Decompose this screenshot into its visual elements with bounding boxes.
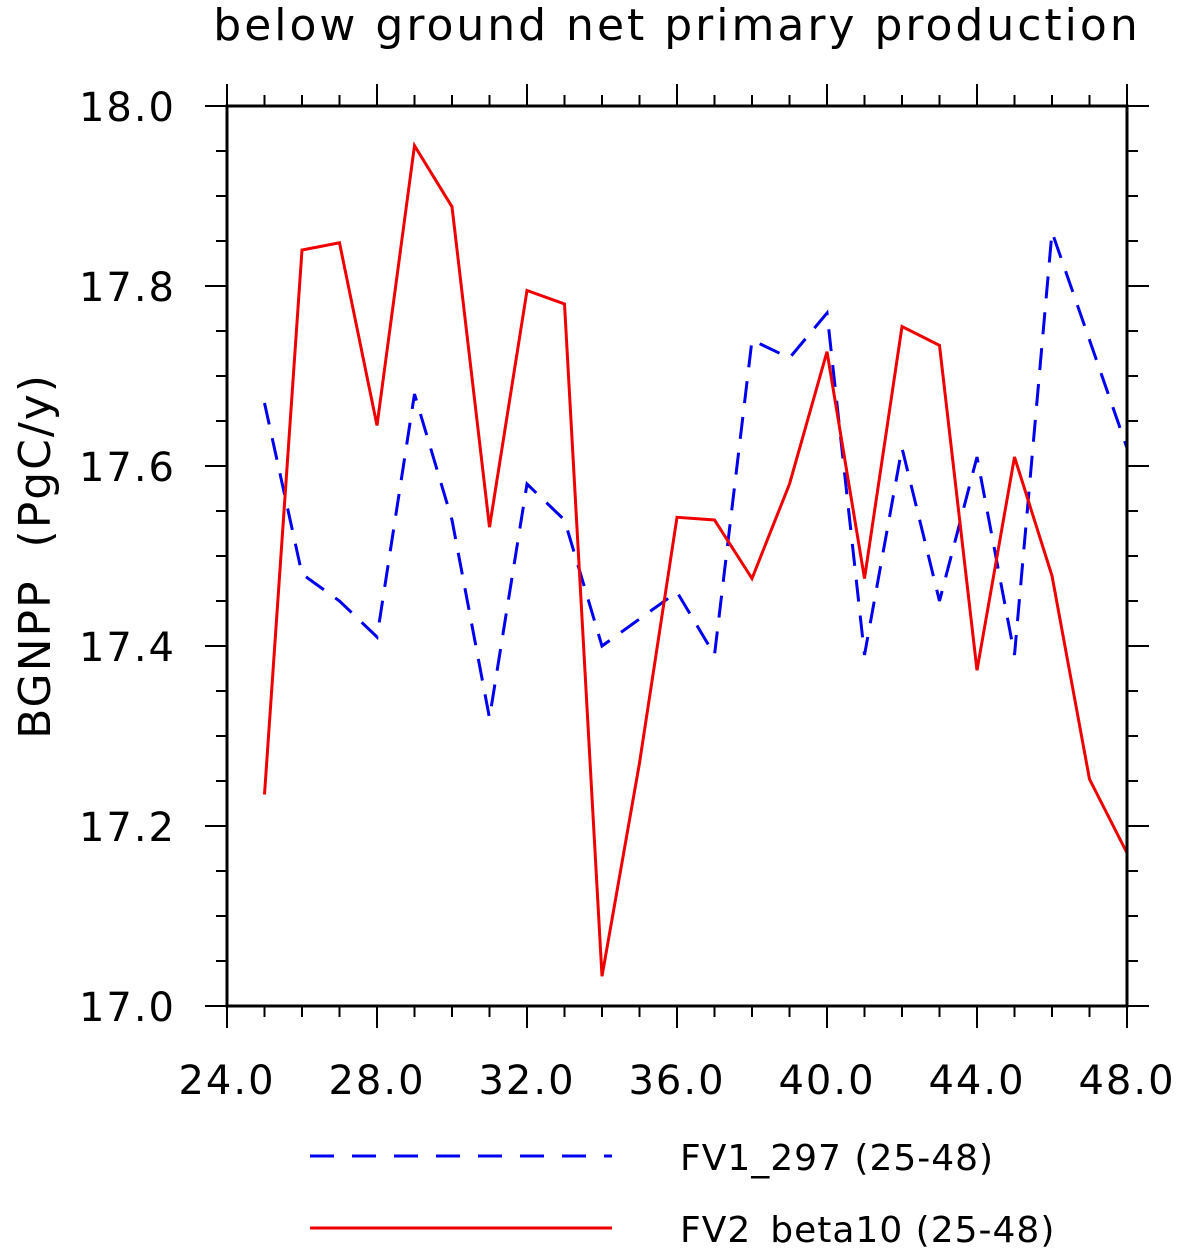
x-tick-label: 40.0 <box>778 1058 875 1104</box>
series-line-1 <box>263 231 1129 719</box>
y-tick-label: 17.4 <box>79 625 176 671</box>
x-tick-label: 48.0 <box>1078 1058 1175 1104</box>
tick-marks <box>205 84 1149 1028</box>
tick-labels: 24.0 28.0 32.0 36.0 40.0 44.0 48.0 17.0 17.2 17.4… <box>79 85 1175 1104</box>
legend: FV1_297 (25-48) FV2_beta10 (25-48) <box>310 1138 1055 1248</box>
x-tick-label: 44.0 <box>928 1058 1025 1104</box>
y-tick-label: 17.0 <box>79 985 176 1031</box>
y-tick-label: 17.8 <box>79 265 176 311</box>
x-tick-label: 32.0 <box>478 1058 575 1104</box>
series-lines <box>263 141 1129 977</box>
legend-label-2: FV2_beta10 (25-48) <box>680 1210 1055 1248</box>
x-tick-label: 28.0 <box>328 1058 425 1104</box>
chart-title: below ground net primary production <box>213 0 1140 51</box>
y-tick-label: 17.6 <box>79 445 176 491</box>
legend-label-1: FV1_297 (25-48) <box>680 1138 994 1179</box>
y-axis-label: BGNPP (PgC/y) <box>10 373 61 739</box>
plot-frame <box>225 104 1129 1008</box>
series-line-2 <box>263 141 1129 977</box>
y-tick-label: 18.0 <box>79 85 176 131</box>
x-tick-label: 36.0 <box>628 1058 725 1104</box>
x-tick-label: 24.0 <box>178 1058 275 1104</box>
y-tick-label: 17.2 <box>79 805 176 851</box>
